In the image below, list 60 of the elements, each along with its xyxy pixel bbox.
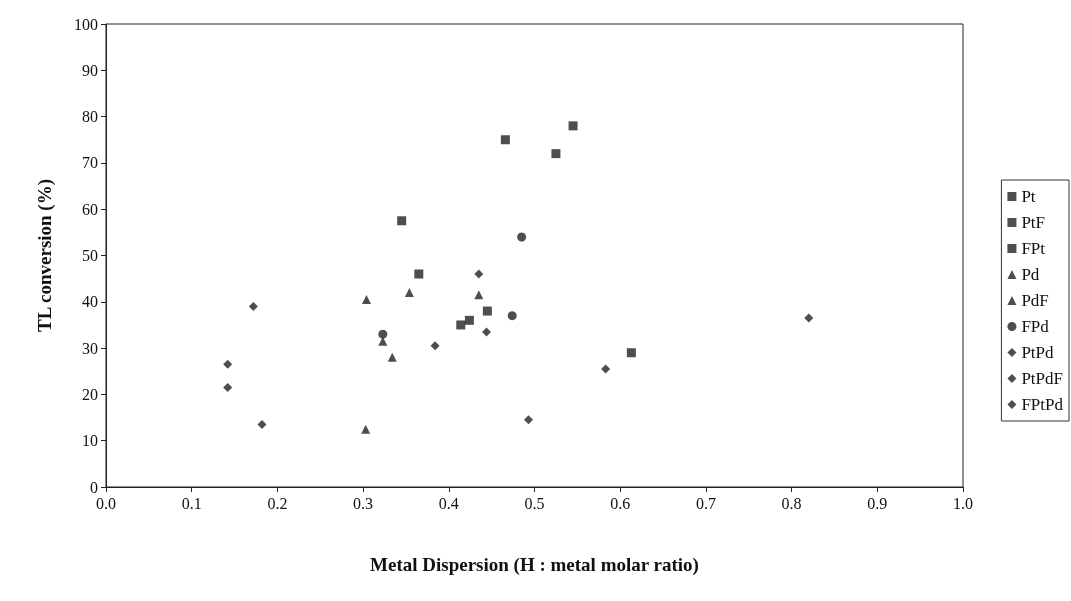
legend-label: PdF xyxy=(1021,291,1049,310)
point xyxy=(456,320,466,330)
legend-label: FPd xyxy=(1021,317,1050,336)
point xyxy=(248,301,258,311)
legend-label: PtPdF xyxy=(1021,369,1064,388)
point xyxy=(257,419,267,429)
point xyxy=(378,329,388,339)
point xyxy=(387,352,397,362)
point xyxy=(482,327,492,337)
y-tick-label: 70 xyxy=(82,154,98,172)
x-axis-title: Metal Dispersion (H : metal molar ratio) xyxy=(370,554,699,576)
x-tick-label: 0.1 xyxy=(181,494,202,512)
point xyxy=(568,121,578,131)
x-tick-label: 0.8 xyxy=(781,494,802,512)
legend-label: Pd xyxy=(1021,265,1040,284)
x-tick-label: 0.3 xyxy=(353,494,374,512)
y-tick-label: 40 xyxy=(82,293,98,311)
point xyxy=(507,311,517,321)
point xyxy=(474,269,484,279)
point xyxy=(482,306,492,316)
point xyxy=(430,341,440,351)
y-tick-label: 20 xyxy=(82,385,98,403)
point xyxy=(524,415,533,425)
point xyxy=(500,135,510,145)
x-tick-label: 0.7 xyxy=(695,494,716,512)
x-tick-label: 0.5 xyxy=(524,494,545,512)
point xyxy=(601,364,611,374)
point xyxy=(464,315,474,325)
point xyxy=(362,294,372,304)
point xyxy=(517,232,527,242)
x-tick-label: 0.2 xyxy=(267,494,288,512)
point xyxy=(551,149,561,159)
point xyxy=(404,288,414,298)
y-axis-title: TL conversion (%) xyxy=(34,178,56,333)
legend-label: PtF xyxy=(1021,213,1046,232)
y-tick-label: 80 xyxy=(82,108,98,126)
x-tick-label: 1.0 xyxy=(953,494,973,512)
x-tick-label: 0.4 xyxy=(438,494,459,512)
legend-label: FPtPd xyxy=(1021,395,1064,414)
point xyxy=(223,359,233,369)
point xyxy=(397,216,407,226)
legend-label: Pt xyxy=(1021,187,1036,206)
y-tick-label: 10 xyxy=(82,432,98,450)
y-tick-label: 60 xyxy=(82,200,98,218)
legend-label: FPt xyxy=(1021,239,1046,258)
point xyxy=(804,313,814,323)
point xyxy=(223,382,233,392)
x-tick-label: 0.6 xyxy=(610,494,631,512)
point xyxy=(414,269,424,279)
point xyxy=(361,424,371,434)
y-tick-label: 100 xyxy=(74,15,98,33)
point xyxy=(378,336,388,346)
x-tick-label: 0.0 xyxy=(96,494,116,512)
point xyxy=(626,348,636,358)
y-tick-label: 90 xyxy=(82,61,98,79)
y-tick-label: 50 xyxy=(82,247,98,264)
legend-label: PtPd xyxy=(1021,343,1055,362)
x-tick-label: 0.9 xyxy=(867,494,888,512)
y-tick-label: 30 xyxy=(82,339,98,357)
y-tick-label: 0 xyxy=(90,478,98,496)
